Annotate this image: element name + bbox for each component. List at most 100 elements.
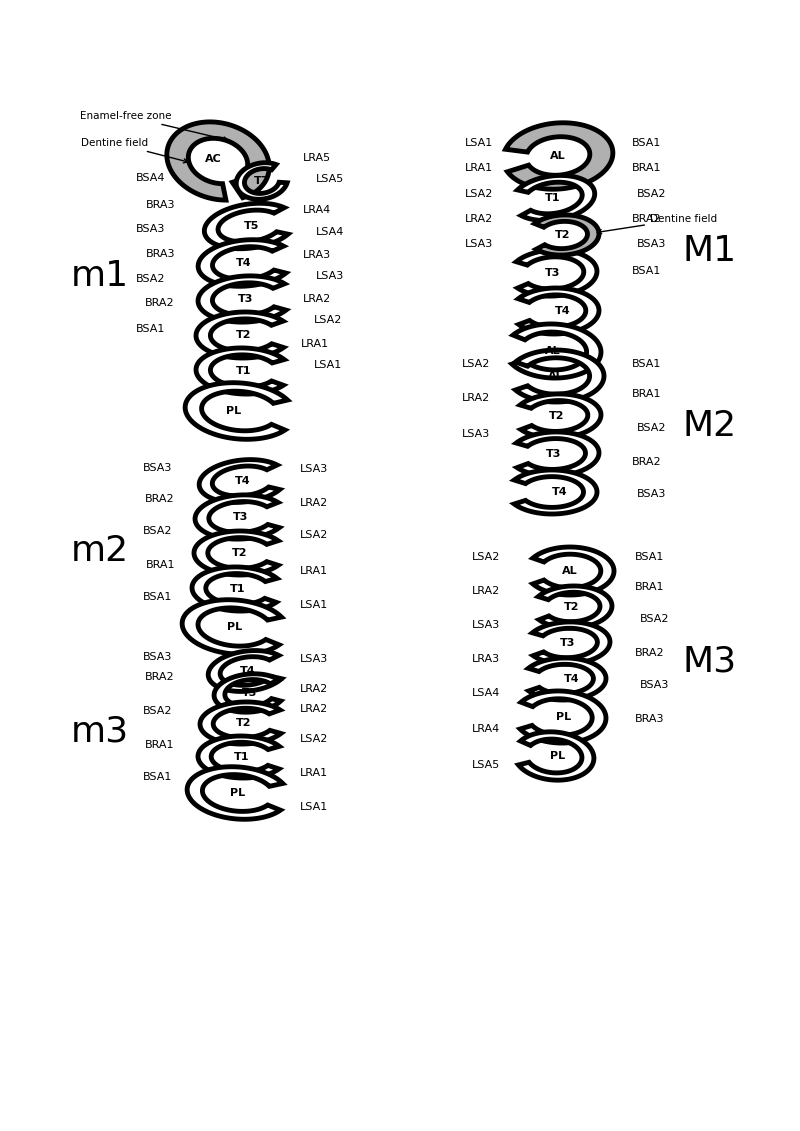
Text: BSA1: BSA1 <box>136 323 165 334</box>
Text: BRA2: BRA2 <box>632 457 662 467</box>
Text: BSA1: BSA1 <box>632 359 662 369</box>
Text: BRA1: BRA1 <box>632 389 662 399</box>
Text: PL: PL <box>557 713 571 722</box>
Polygon shape <box>196 348 284 394</box>
Text: LRA2: LRA2 <box>462 392 490 403</box>
Text: LRA1: LRA1 <box>300 566 328 576</box>
Polygon shape <box>516 432 599 476</box>
Polygon shape <box>518 175 594 221</box>
Text: BSA3: BSA3 <box>142 651 172 662</box>
Text: T4: T4 <box>552 487 568 497</box>
Text: LRA3: LRA3 <box>303 250 331 260</box>
Text: BRA1: BRA1 <box>635 582 665 592</box>
Text: AC: AC <box>205 154 222 164</box>
Text: T3: T3 <box>546 268 561 278</box>
Text: PL: PL <box>230 788 246 798</box>
Text: Enamel-free zone: Enamel-free zone <box>81 111 228 141</box>
Text: LRA1: LRA1 <box>301 339 329 349</box>
Text: BSA3: BSA3 <box>637 239 666 249</box>
Text: T2: T2 <box>232 549 248 558</box>
Text: BRA3: BRA3 <box>146 200 175 210</box>
Text: PL: PL <box>226 406 242 416</box>
Text: T2: T2 <box>236 330 252 340</box>
Text: BSA1: BSA1 <box>632 138 662 148</box>
Text: LSA3: LSA3 <box>472 620 500 630</box>
Text: BSA3: BSA3 <box>640 680 670 690</box>
Text: LSA2: LSA2 <box>472 552 500 562</box>
Text: LSA5: LSA5 <box>316 174 344 184</box>
Text: BRA2: BRA2 <box>632 214 662 224</box>
Polygon shape <box>198 240 286 286</box>
Polygon shape <box>538 586 612 628</box>
Text: BSA3: BSA3 <box>637 489 666 499</box>
Text: LSA3: LSA3 <box>300 464 328 474</box>
Text: LSA2: LSA2 <box>300 734 328 744</box>
Text: LRA2: LRA2 <box>300 684 328 694</box>
Text: LSA4: LSA4 <box>316 227 344 238</box>
Text: BSA2: BSA2 <box>637 189 666 199</box>
Text: T3: T3 <box>560 638 576 648</box>
Text: BSA1: BSA1 <box>142 592 172 602</box>
Polygon shape <box>534 215 599 256</box>
Text: BSA1: BSA1 <box>632 266 662 276</box>
Polygon shape <box>532 622 610 664</box>
Polygon shape <box>528 658 606 700</box>
Text: T4: T4 <box>236 258 252 268</box>
Text: T3: T3 <box>238 294 254 304</box>
Text: PL: PL <box>550 751 566 761</box>
Polygon shape <box>204 204 288 249</box>
Text: BRA1: BRA1 <box>146 560 175 570</box>
Text: m1: m1 <box>71 259 129 293</box>
Text: BSA2: BSA2 <box>637 423 666 433</box>
Text: BSA1: BSA1 <box>142 772 172 782</box>
Text: T4: T4 <box>555 307 571 316</box>
Text: LSA2: LSA2 <box>465 189 493 199</box>
Text: BSA2: BSA2 <box>142 706 172 716</box>
Text: Dentine field: Dentine field <box>81 138 188 163</box>
Text: LRA2: LRA2 <box>300 703 328 714</box>
Text: LSA3: LSA3 <box>465 239 493 249</box>
Text: T1: T1 <box>230 584 246 594</box>
Text: LSA4: LSA4 <box>472 688 500 698</box>
Polygon shape <box>518 288 599 334</box>
Text: AL: AL <box>550 152 566 161</box>
Polygon shape <box>506 123 613 189</box>
Text: LSA3: LSA3 <box>462 429 490 439</box>
Polygon shape <box>515 349 604 402</box>
Text: LSA3: LSA3 <box>316 271 344 280</box>
Polygon shape <box>187 767 282 819</box>
Text: LSA3: LSA3 <box>300 654 328 664</box>
Text: BRA3: BRA3 <box>635 714 665 724</box>
Text: T2: T2 <box>564 602 580 612</box>
Text: BSA2: BSA2 <box>135 274 165 284</box>
Text: T2: T2 <box>555 230 570 240</box>
Polygon shape <box>514 470 597 513</box>
Polygon shape <box>512 323 601 378</box>
Text: T2: T2 <box>236 718 252 728</box>
Text: T1: T1 <box>234 752 250 762</box>
Polygon shape <box>520 691 606 743</box>
Text: BSA1: BSA1 <box>635 552 664 562</box>
Text: LSA1: LSA1 <box>465 138 493 148</box>
Text: LRA3: LRA3 <box>472 654 500 664</box>
Text: LSA2: LSA2 <box>300 530 328 539</box>
Polygon shape <box>198 276 286 322</box>
Polygon shape <box>167 122 269 200</box>
Text: LRA2: LRA2 <box>303 294 331 304</box>
Polygon shape <box>194 530 278 575</box>
Text: LSA1: LSA1 <box>300 601 328 610</box>
Text: BSA2: BSA2 <box>142 526 172 536</box>
Text: LRA2: LRA2 <box>472 586 500 596</box>
Text: T5: T5 <box>244 221 260 231</box>
Polygon shape <box>236 163 287 199</box>
Text: T4: T4 <box>564 674 580 684</box>
Text: LSA2: LSA2 <box>462 359 490 369</box>
Text: LRA4: LRA4 <box>472 724 500 734</box>
Polygon shape <box>198 736 279 778</box>
Text: LRA5: LRA5 <box>303 153 331 163</box>
Text: LRA1: LRA1 <box>465 163 493 173</box>
Polygon shape <box>516 250 597 296</box>
Text: LRA2: LRA2 <box>300 498 328 508</box>
Polygon shape <box>518 732 594 780</box>
Text: BRA2: BRA2 <box>144 672 174 682</box>
